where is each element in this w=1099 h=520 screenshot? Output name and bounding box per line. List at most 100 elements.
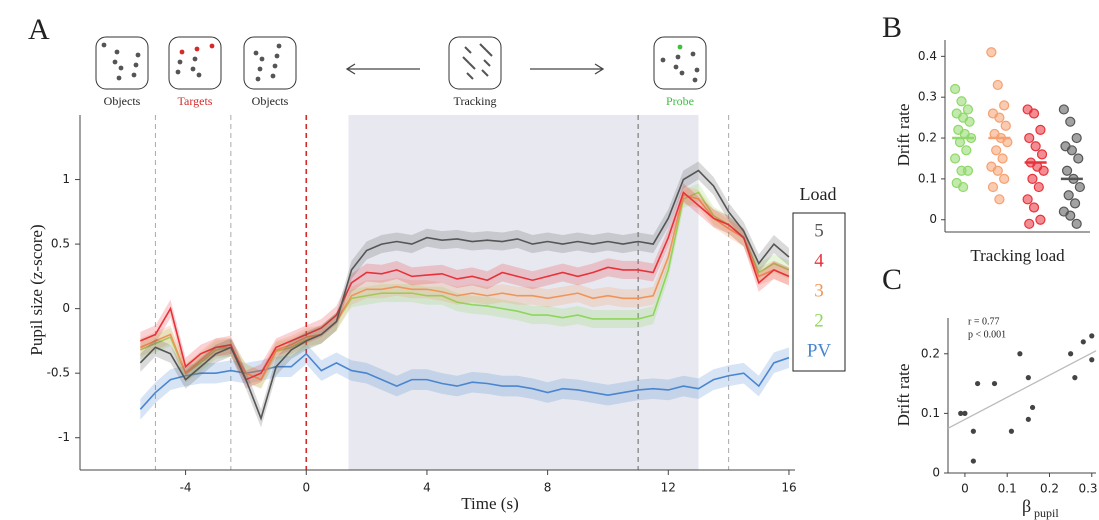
data-point [1030, 203, 1039, 212]
data-point [1030, 109, 1039, 118]
x-axis-label: Time (s) [461, 494, 518, 513]
data-point [1072, 134, 1081, 143]
stage-dot [136, 53, 141, 58]
stage-dot [674, 65, 679, 70]
data-point [1036, 125, 1045, 134]
legend-title: Load [800, 184, 837, 204]
stage-dot [275, 54, 280, 59]
stage-dot [191, 67, 196, 72]
stage-dot [119, 66, 124, 71]
data-point [998, 154, 1007, 163]
x-tick-label: 0.1 [998, 482, 1017, 496]
data-point [971, 458, 976, 463]
stage-dot [210, 44, 215, 49]
stage-label: Objects [104, 94, 141, 108]
x-axis-label: Tracking load [970, 246, 1065, 265]
stage-dot [176, 70, 181, 75]
data-point [957, 97, 966, 106]
data-point [962, 411, 967, 416]
stage-icon [244, 37, 296, 89]
y-axis-label: Drift rate [894, 364, 913, 427]
stage-label: Targets [178, 94, 213, 108]
stage-dot [117, 76, 122, 81]
stage-dot [691, 52, 696, 57]
stage-label: Objects [252, 94, 289, 108]
stage-dot [132, 73, 137, 78]
stage-dot [693, 78, 698, 83]
stage-dot [180, 50, 185, 55]
data-point [1028, 174, 1037, 183]
stage-dot [197, 73, 202, 78]
data-point [1026, 417, 1031, 422]
annotation: p < 0.001 [968, 329, 1006, 340]
panel-label: B [882, 11, 902, 44]
data-point [975, 381, 980, 386]
stage-dot [676, 55, 681, 60]
y-tick-label: 0 [929, 212, 937, 226]
legend-entry: 2 [814, 310, 824, 331]
stage-dot [254, 51, 259, 56]
data-point [1064, 191, 1073, 200]
legend-entry: 3 [814, 280, 824, 301]
data-point [1036, 215, 1045, 224]
stage-dot [661, 58, 666, 63]
fit-line [948, 351, 1096, 429]
stage-dot [113, 60, 118, 65]
data-point [951, 85, 960, 94]
data-point [1034, 183, 1043, 192]
panel-label: C [882, 263, 902, 296]
y-tick-label: -1 [58, 430, 70, 444]
data-point [1031, 142, 1040, 151]
data-point [1009, 429, 1014, 434]
data-point [963, 166, 972, 175]
x-tick-label: 16 [781, 481, 796, 495]
data-point [1074, 154, 1083, 163]
data-point [1001, 121, 1010, 130]
data-point [1059, 105, 1068, 114]
stage-dot [102, 43, 107, 48]
stage-dot [115, 50, 120, 55]
data-point [987, 48, 996, 57]
data-point [1067, 146, 1076, 155]
x-tick-label: 8 [544, 481, 552, 495]
data-point [1066, 211, 1075, 220]
data-point [1000, 174, 1009, 183]
arrow-right [530, 64, 603, 74]
data-point [993, 80, 1002, 89]
data-point [1072, 219, 1081, 228]
data-point [1071, 199, 1080, 208]
stage-dot [271, 74, 276, 79]
annotation: r = 0.77 [968, 316, 999, 327]
y-tick-label: 0.4 [918, 49, 937, 63]
y-tick-label: 0.1 [918, 171, 937, 185]
stage-dot [134, 63, 139, 68]
y-tick-label: 0.5 [51, 237, 70, 251]
data-point [1075, 183, 1084, 192]
stage-dot [695, 68, 700, 73]
data-point [992, 146, 1001, 155]
legend-entry: 5 [814, 220, 824, 241]
data-point [993, 166, 1002, 175]
x-axis-label: β [1022, 496, 1031, 516]
y-tick-label: -0.5 [47, 366, 70, 380]
data-point [965, 117, 974, 126]
x-axis-label-sub: pupil [1034, 506, 1059, 520]
data-point [1081, 339, 1086, 344]
stage-dot [193, 57, 198, 62]
data-point [959, 183, 968, 192]
legend-entry: PV [807, 340, 832, 361]
data-point [1025, 219, 1034, 228]
data-point [992, 381, 997, 386]
stage-dot [277, 44, 282, 49]
data-point [1017, 351, 1022, 356]
data-point [1038, 150, 1047, 159]
stage-dot [680, 71, 685, 76]
data-point [988, 183, 997, 192]
data-point [951, 154, 960, 163]
x-tick-label: 0.3 [1078, 482, 1097, 496]
y-tick-label: 0 [932, 466, 940, 480]
y-axis-label: Pupil size (z-score) [27, 224, 46, 355]
x-tick-label: -4 [180, 481, 192, 495]
stage-dot [178, 60, 183, 65]
x-tick-label: 4 [423, 481, 431, 495]
